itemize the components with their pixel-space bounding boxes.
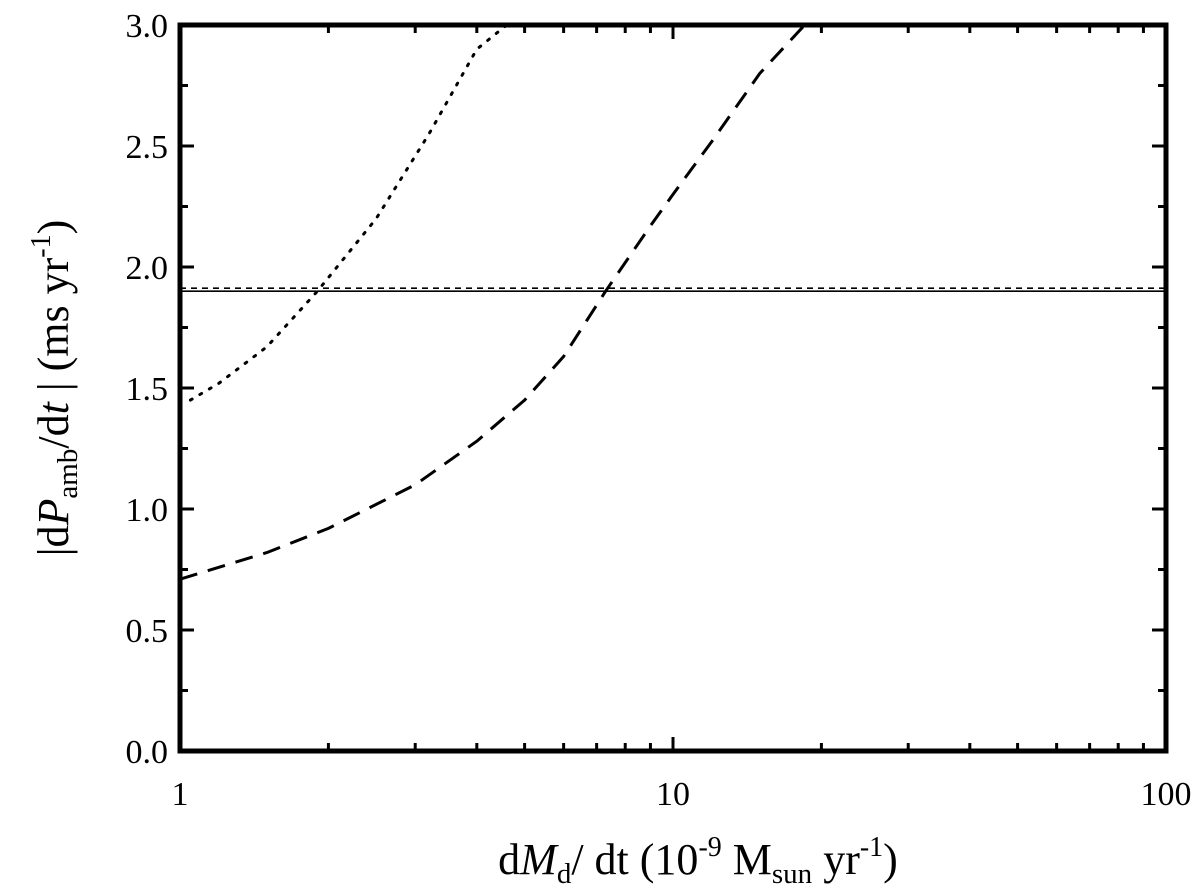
ticks-layer <box>177 22 1169 754</box>
series-layer <box>180 25 1166 581</box>
x-tick-label: 100 <box>1141 776 1192 813</box>
y-tick-label: 0.0 <box>126 734 169 771</box>
series-line-dashed <box>180 25 806 581</box>
y-tick-label: 2.5 <box>126 129 169 166</box>
series-line-dotted <box>188 25 509 402</box>
x-axis-title: dMd/ dt (10-9 Msun yr-1) <box>498 832 898 890</box>
y-tick-label: 1.5 <box>126 371 169 408</box>
x-tick-label: 1 <box>172 776 189 813</box>
x-tick-label: 10 <box>656 776 690 813</box>
y-tick-label: 0.5 <box>126 613 169 650</box>
y-tick-label: 1.0 <box>126 492 169 529</box>
plot-frame <box>177 22 1169 754</box>
y-tick-label: 3.0 <box>126 8 169 45</box>
y-axis-title: |dPamb/dt | (ms yr-1) <box>26 220 84 557</box>
y-tick-label: 2.0 <box>126 250 169 287</box>
labels-layer: 0.0 0.5 1.0 1.5 2.0 2.5 3.0 1 10 100 <box>126 8 1192 813</box>
